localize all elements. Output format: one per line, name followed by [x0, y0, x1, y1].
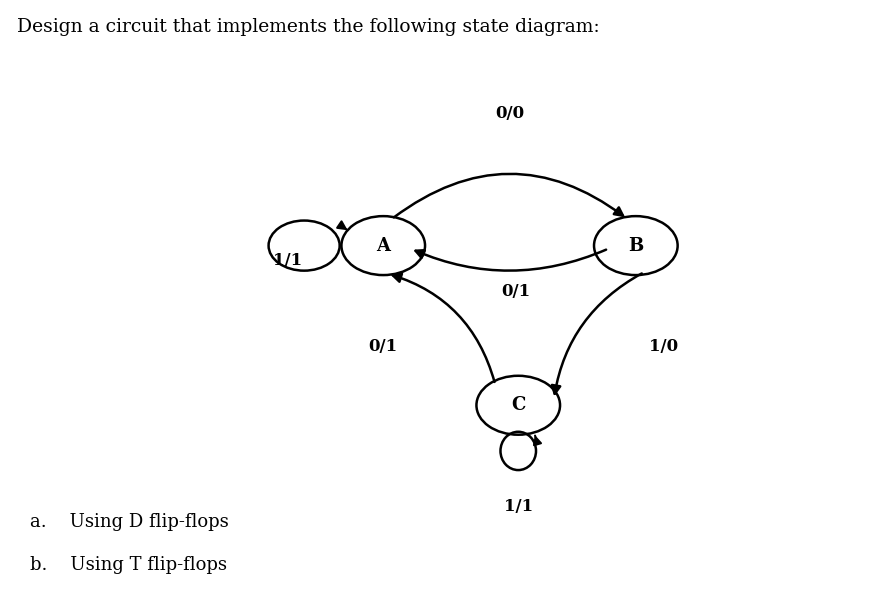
Text: A: A	[376, 236, 390, 255]
Text: 1/1: 1/1	[503, 498, 533, 515]
Text: B: B	[628, 236, 644, 255]
Text: 1/1: 1/1	[273, 252, 302, 270]
Text: 0/1: 0/1	[501, 283, 530, 300]
Text: 1/0: 1/0	[649, 338, 679, 356]
Text: 0/0: 0/0	[495, 105, 524, 122]
Text: b.    Using T flip-flops: b. Using T flip-flops	[30, 556, 227, 574]
Text: a.    Using D flip-flops: a. Using D flip-flops	[30, 513, 229, 531]
Text: Design a circuit that implements the following state diagram:: Design a circuit that implements the fol…	[17, 18, 600, 36]
Text: 0/1: 0/1	[368, 338, 398, 356]
Text: C: C	[511, 396, 525, 414]
